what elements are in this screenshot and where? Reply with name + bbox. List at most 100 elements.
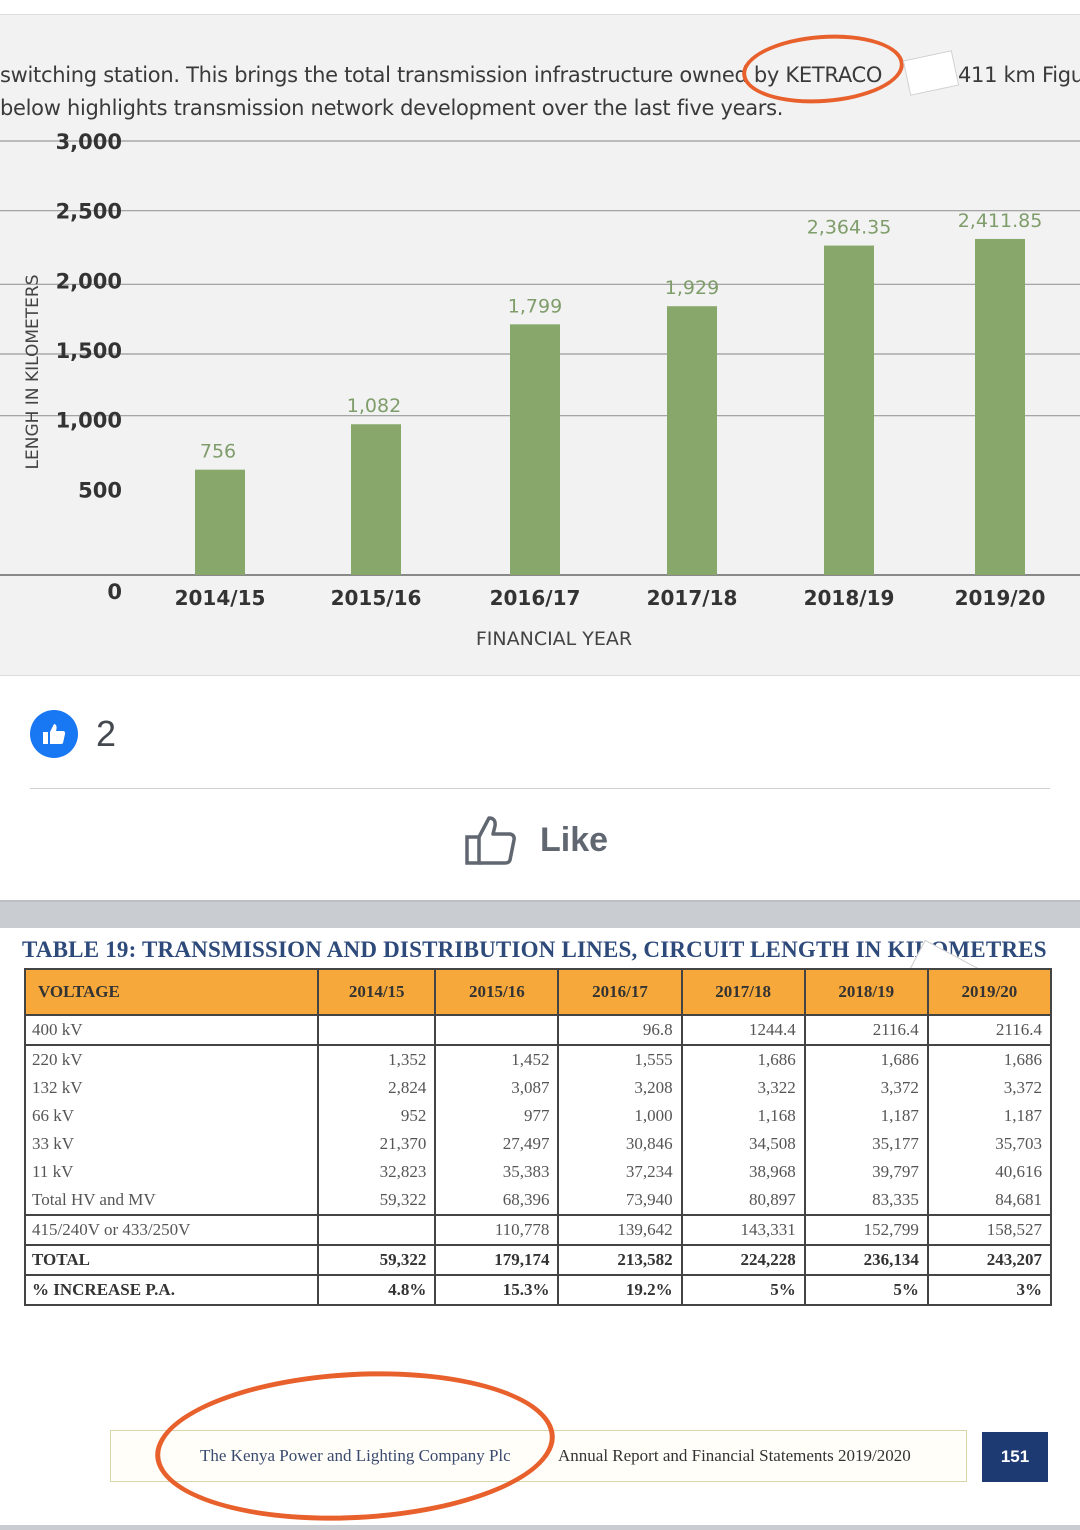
y-tick-label: 1,000 (56, 409, 122, 433)
circuit-length-table: VOLTAGE 2014/15 2015/16 2016/17 2017/18 2018/… (23, 968, 1053, 1306)
table-cell: 35,383 (434, 1158, 560, 1186)
thumbs-up-icon (462, 812, 518, 868)
table-cell (317, 1015, 437, 1045)
bar (510, 324, 560, 575)
document-text-line-2: below highlights transmission network de… (0, 96, 784, 120)
table-cell: 5% (803, 1274, 929, 1306)
y-axis-label: LENGH IN KILOMETERS (23, 275, 43, 470)
bar-value-label: 1,929 (665, 277, 719, 299)
table-row: 132 kV 2,824 3,087 3,208 3,322 3,372 3,372 (23, 1074, 1053, 1102)
table-cell: 400 kV (23, 1015, 320, 1045)
table-cell: 1,686 (803, 1044, 929, 1074)
table-cell: 21,370 (317, 1130, 437, 1158)
bar (824, 245, 874, 575)
table-body: 400 kV 96.8 1244.4 2116.4 2116.4 220 kV 1,352 1… (23, 1015, 1053, 1306)
table-cell: 2,824 (317, 1074, 437, 1102)
table-cell: 236,134 (803, 1244, 929, 1275)
table-cell: % INCREASE P.A. (23, 1274, 320, 1306)
table-cell: 139,642 (557, 1214, 683, 1245)
bar-value-label: 1,082 (347, 395, 401, 417)
table-cell: 19.2% (557, 1274, 683, 1306)
bar-value-label: 756 (200, 441, 236, 463)
table-row: Total HV and MV 59,322 68,396 73,940 80,897 8… (23, 1186, 1053, 1215)
table-cell: 66 kV (23, 1102, 320, 1130)
table-cell: 32,823 (317, 1158, 437, 1186)
y-tick-label: 500 (78, 478, 122, 502)
x-axis-label: FINANCIAL YEAR (476, 628, 632, 650)
table-row: 33 kV 21,370 27,497 30,846 34,508 35,177 35,70… (23, 1130, 1053, 1158)
table-cell: 96.8 (557, 1015, 683, 1045)
table-cell: 1,168 (680, 1102, 806, 1130)
table-cell: 1,187 (926, 1102, 1053, 1130)
table-cell: 3,322 (680, 1074, 806, 1102)
table-cell: 1,187 (803, 1102, 929, 1130)
table-cell: 68,396 (434, 1186, 560, 1215)
chart-screenshot-image[interactable]: switching station. This brings the total… (0, 14, 1080, 676)
table-cell: 35,177 (803, 1130, 929, 1158)
page-number: 151 (982, 1432, 1048, 1482)
table-row: 66 kV 952 977 1,000 1,168 1,187 1,187 (23, 1102, 1053, 1130)
table-cell: 27,497 (434, 1130, 560, 1158)
table-cell: 38,968 (680, 1158, 806, 1186)
bar-value-label: 2,411.85 (958, 210, 1043, 232)
table-row: 220 kV 1,352 1,452 1,555 1,686 1,686 1,686 (23, 1044, 1053, 1074)
table-cell: 3% (926, 1274, 1053, 1306)
table-cell: 1,352 (317, 1044, 437, 1074)
table-cell: 11 kV (23, 1158, 320, 1186)
table-cell: 39,797 (803, 1158, 929, 1186)
table-header-cell: 2015/16 (434, 968, 560, 1016)
report-footer (110, 1430, 967, 1482)
table-cell: 143,331 (680, 1214, 806, 1245)
x-tick-label: 2017/18 (647, 586, 738, 610)
reaction-summary[interactable]: 2 (30, 710, 116, 758)
table-cell: 80,897 (680, 1186, 806, 1215)
post-card: switching station. This brings the total… (0, 0, 1080, 902)
table-row: % INCREASE P.A. 4.8% 15.3% 19.2% 5% 5% 3% (23, 1274, 1053, 1306)
footer-report-title: Annual Report and Financial Statements 2… (558, 1446, 911, 1465)
bar-value-label: 1,799 (508, 295, 562, 317)
table-row: 11 kV 32,823 35,383 37,234 38,968 39,797 40,61… (23, 1158, 1053, 1186)
table-cell: 73,940 (557, 1186, 683, 1215)
bar-value-label: 2,364.35 (807, 217, 892, 239)
table-cell: 3,372 (926, 1074, 1053, 1102)
table-cell: 83,335 (803, 1186, 929, 1215)
table-row: 415/240V or 433/250V 110,778 139,642 143,33… (23, 1214, 1053, 1245)
table-cell: 243,207 (926, 1244, 1053, 1275)
table-cell: 977 (434, 1102, 560, 1130)
document-text-line-1-tail: 411 km Figu (958, 63, 1080, 87)
table-cell: 952 (317, 1102, 437, 1130)
bar (667, 306, 717, 575)
table-cell: 1,686 (680, 1044, 806, 1074)
y-tick-label: 2,500 (56, 200, 122, 224)
like-button-label: Like (540, 820, 609, 859)
bar (195, 469, 245, 575)
table-cell: 3,208 (557, 1074, 683, 1102)
table-header-cell: 2018/19 (803, 968, 929, 1016)
y-tick-label: 3,000 (56, 130, 122, 154)
y-tick-label: 0 (107, 580, 122, 604)
table-cell: 33 kV (23, 1130, 320, 1158)
bar (351, 424, 401, 575)
table-cell: 5% (680, 1274, 806, 1306)
like-button[interactable]: Like (462, 812, 608, 868)
table-cell: 132 kV (23, 1074, 320, 1102)
table-cell: 110,778 (434, 1214, 560, 1245)
table-cell: 30,846 (557, 1130, 683, 1158)
table-cell: 59,322 (317, 1186, 437, 1215)
table-cell: Total HV and MV (23, 1186, 320, 1215)
table-cell: 1,452 (434, 1044, 560, 1074)
table-cell: 37,234 (557, 1158, 683, 1186)
table-header-cell: 2017/18 (680, 968, 806, 1016)
table-header-cell: 2019/20 (926, 968, 1053, 1016)
table-cell (434, 1015, 560, 1045)
table-header-cell: 2016/17 (557, 968, 683, 1016)
table-cell: 15.3% (434, 1274, 560, 1306)
table-cell: 34,508 (680, 1130, 806, 1158)
table-cell: 4.8% (317, 1274, 437, 1306)
footer-company-name: The Kenya Power and Lighting Company Plc (200, 1446, 511, 1465)
table-cell: 224,228 (680, 1244, 806, 1275)
table-cell: 1,555 (557, 1044, 683, 1074)
table-cell: 2116.4 (926, 1015, 1053, 1045)
table-cell: 84,681 (926, 1186, 1053, 1215)
x-tick-label: 2019/20 (955, 586, 1046, 610)
